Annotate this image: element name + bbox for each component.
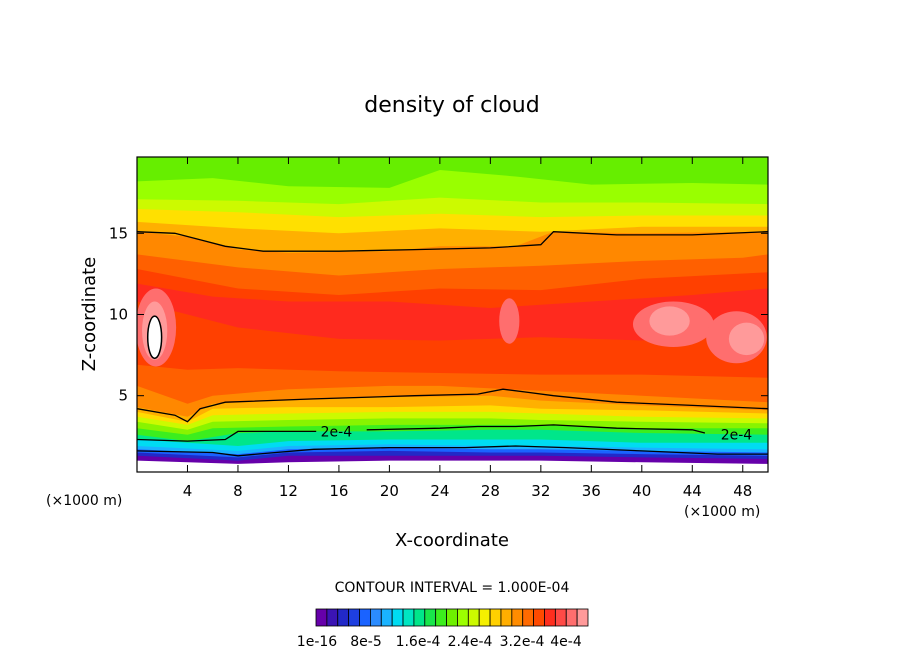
colorbar-swatch-5 [369,608,382,627]
y-axis-ticks: 5 10 15 [109,224,768,405]
x-axis-unit-left: (×1000 m) [46,493,122,509]
colorbar-tick-label-1: 8e-5 [350,634,381,650]
colorbar-tick-label-3: 2.4e-4 [448,634,493,650]
x-tick-label-1: 8 [233,482,243,500]
y-axis-label: Z-coordinate [79,257,100,372]
contour-label-0: 2e-4 [321,424,353,440]
colorbar-swatch-23 [565,608,578,627]
density-cores [137,288,767,367]
colorbar-tick-label-5: 4e-4 [550,634,582,650]
colorbar-swatch-2 [337,608,350,627]
colorbar-swatch-22 [554,608,567,627]
density-band-23 [137,460,768,472]
plot-area [137,157,768,472]
y-tick-label-2: 15 [109,224,128,242]
colorbar-tick-label-2: 1.6e-4 [396,634,441,650]
x-tick-label-8: 36 [582,482,601,500]
contour-line-4 [137,445,768,457]
y-tick-label-0: 5 [118,387,128,405]
colorbar-swatch-1 [326,608,339,627]
colorbar-swatch-24 [576,608,589,627]
colorbar [315,608,589,627]
colorbar-swatch-14 [467,608,480,627]
x-tick-label-11: 48 [733,482,752,500]
x-tick-label-2: 12 [279,482,298,500]
colorbar-swatch-8 [402,608,415,627]
colorbar-swatch-4 [359,608,371,627]
x-tick-label-3: 16 [329,482,348,500]
chart-title: density of cloud [364,93,539,118]
colorbar-swatch-20 [533,608,545,627]
colorbar-swatch-17 [500,608,513,627]
contour-labels: 2e-4 2e-4 [321,424,753,443]
density-core-4 [649,306,690,336]
x-tick-label-9: 40 [632,482,651,500]
colorbar-swatch-16 [489,608,502,627]
colorbar-swatch-3 [348,608,360,627]
colorbar-swatch-6 [380,608,393,627]
x-tick-label-7: 32 [531,482,550,500]
colorbar-swatch-15 [478,608,491,627]
colorbar-swatch-21 [544,608,556,627]
x-tick-label-5: 24 [430,482,449,500]
colorbar-swatch-7 [391,608,404,627]
colorbar-tick-label-0: 1e-16 [297,634,337,650]
colorbar-swatch-11 [435,608,447,627]
colorbar-swatch-18 [511,608,524,627]
x-axis-label: X-coordinate [395,530,509,551]
x-tick-label-0: 4 [183,482,193,500]
contour-line-0 [137,231,768,252]
colorbar-tick-label-4: 3.2e-4 [500,634,545,650]
x-axis-ticks: 4 8 12 16 20 24 28 32 36 40 44 48 [183,157,752,500]
density-core-2 [146,315,163,360]
contour-lines [137,231,768,457]
colorbar-tick-labels: 1e-16 8e-5 1.6e-4 2.4e-4 3.2e-4 4e-4 [297,634,582,650]
colorbar-swatch-10 [424,608,437,627]
colorbar-swatch-0 [315,608,328,627]
y-tick-label-1: 10 [109,306,128,324]
x-tick-label-6: 28 [481,482,500,500]
x-tick-label-10: 44 [683,482,702,500]
contour-label-1: 2e-4 [721,428,753,444]
colorbar-swatch-12 [446,608,458,627]
contour-line-2 [137,430,317,442]
colorbar-swatch-13 [457,608,469,627]
colorbar-swatch-9 [413,608,426,627]
x-axis-unit-right: (×1000 m) [684,504,760,520]
colorbar-swatch-19 [522,608,534,627]
contour-line-3 [366,424,706,434]
density-core-7 [499,298,520,344]
density-bands [137,157,768,472]
density-core-6 [728,322,765,356]
contour-line-1 [137,388,768,423]
x-tick-label-4: 20 [380,482,399,500]
contour-interval-label: CONTOUR INTERVAL = 1.000E-04 [335,580,570,596]
